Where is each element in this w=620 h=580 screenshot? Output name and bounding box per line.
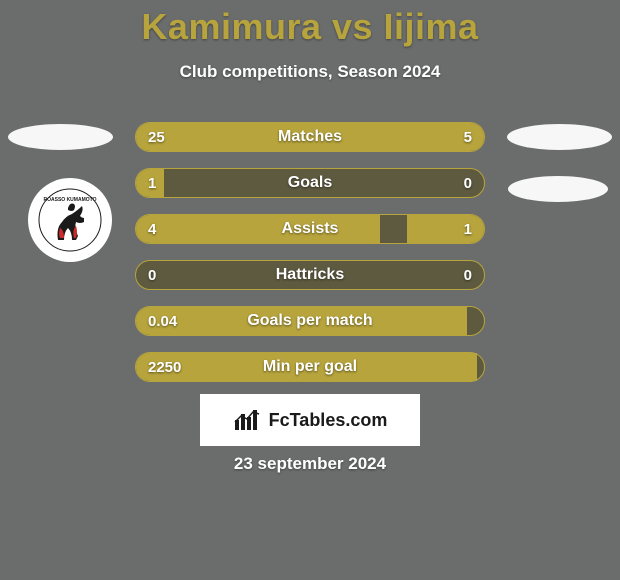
club-right-ellipse [508, 176, 608, 202]
stat-row: 255Matches [135, 122, 485, 152]
stat-fill-right [407, 123, 484, 151]
stat-value-left: 1 [148, 169, 156, 197]
stat-value-right: 0 [464, 261, 472, 289]
stat-row: 2250Min per goal [135, 352, 485, 382]
svg-text:ROASSO KUMAMOTO: ROASSO KUMAMOTO [44, 197, 97, 203]
stat-fill-left [136, 215, 380, 243]
stat-fill-left [136, 353, 477, 381]
stat-row: 41Assists [135, 214, 485, 244]
stat-label: Hattricks [136, 261, 484, 289]
date-text: 23 september 2024 [0, 454, 620, 474]
stat-value-left: 4 [148, 215, 156, 243]
stat-value-right: 0 [464, 169, 472, 197]
brand-text: FcTables.com [269, 410, 388, 431]
club-left-badge: ROASSO KUMAMOTO [28, 178, 112, 262]
stat-fill-left [136, 307, 467, 335]
subtitle: Club competitions, Season 2024 [0, 62, 620, 82]
brand-box[interactable]: FcTables.com [200, 394, 420, 446]
stat-row: 0.04Goals per match [135, 306, 485, 336]
stat-value-left: 2250 [148, 353, 181, 381]
player-right-ellipse [507, 124, 612, 150]
stats-container: 255Matches10Goals41Assists00Hattricks0.0… [135, 122, 485, 398]
brand-logo-icon [233, 408, 263, 432]
stat-value-left: 0.04 [148, 307, 177, 335]
stat-value-left: 0 [148, 261, 156, 289]
stat-label: Goals [136, 169, 484, 197]
stat-value-right: 1 [464, 215, 472, 243]
horse-rider-icon: ROASSO KUMAMOTO [38, 188, 102, 252]
page-title: Kamimura vs Iijima [0, 0, 620, 48]
stat-fill-left [136, 123, 407, 151]
stat-fill-right [407, 215, 484, 243]
stat-value-right: 5 [464, 123, 472, 151]
player-left-ellipse [8, 124, 113, 150]
comparison-infographic: Kamimura vs Iijima Club competitions, Se… [0, 0, 620, 580]
stat-value-left: 25 [148, 123, 165, 151]
stat-row: 0 0Hattricks [135, 260, 485, 290]
stat-row: 1 0Goals [135, 168, 485, 198]
